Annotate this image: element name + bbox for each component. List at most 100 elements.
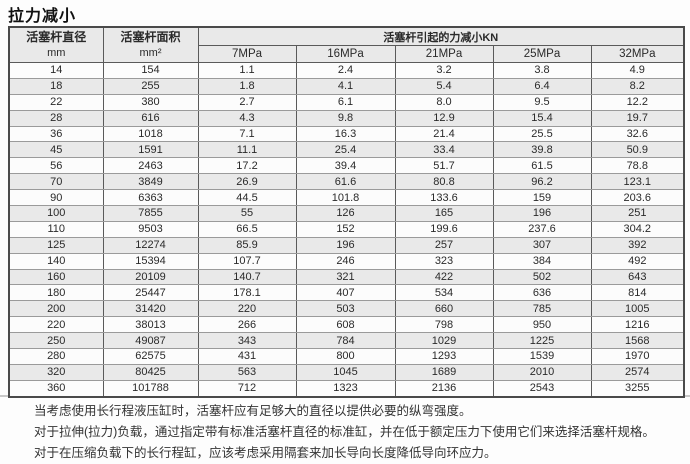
table-cell: 407 — [295, 284, 395, 302]
table-cell: 323 — [394, 253, 493, 270]
rod-diameter-label: 活塞杆直径 — [26, 29, 87, 44]
table-cell: 4.1 — [295, 78, 395, 95]
table-cell: 8.0 — [394, 94, 493, 111]
table-cell: 1323 — [295, 380, 395, 397]
table-cell: 6.1 — [295, 94, 395, 111]
table-cell: 56 — [8, 157, 103, 175]
table-cell: 6363 — [102, 189, 198, 207]
col-header-pressure-21mpa: 21MPa — [394, 45, 493, 63]
table-cell: 178.1 — [197, 284, 296, 302]
table-cell: 320 — [8, 364, 103, 381]
table-row: 125 12274 85.9 196 257 307 392 — [8, 237, 685, 254]
table-cell: 16.3 — [295, 126, 395, 143]
table-cell: 492 — [590, 253, 685, 270]
table-cell: 33.4 — [394, 141, 493, 159]
col-header-force-reduction: 活塞杆引起的力减小KN — [197, 27, 685, 46]
table-cell: 15.4 — [492, 110, 591, 127]
table-cell: 196 — [492, 205, 591, 222]
table-cell: 636 — [492, 284, 591, 302]
table-cell: 49087 — [102, 332, 198, 350]
table-row: 280 62575 431 800 1293 1539 1970 — [8, 348, 685, 365]
table-cell: 90 — [8, 189, 103, 207]
table-cell: 1.1 — [197, 62, 296, 79]
table-cell: 100 — [8, 205, 103, 222]
table-cell: 2.4 — [295, 62, 395, 79]
table-cell: 7.1 — [197, 126, 296, 143]
table-cell: 39.8 — [492, 141, 591, 159]
table-header: 活塞杆直径 mm 活塞杆面积 mm² 活塞杆引起的力减小KN 7MPa 16MP… — [8, 27, 685, 63]
table-cell: 44.5 — [197, 189, 296, 207]
table-cell: 85.9 — [197, 237, 296, 254]
table-cell: 180 — [8, 284, 103, 302]
table-cell: 2.7 — [197, 94, 296, 111]
table-cell: 25447 — [102, 284, 198, 302]
table-cell: 2574 — [590, 364, 685, 381]
table-cell: 503 — [295, 300, 395, 318]
table-cell: 154 — [102, 62, 198, 79]
table-cell: 126 — [295, 205, 395, 222]
table-cell: 61.6 — [295, 173, 395, 191]
table-row: 56 2463 17.2 39.4 51.7 61.5 78.8 — [8, 157, 685, 175]
table-cell: 307 — [492, 237, 591, 254]
col-header-pressure-16mpa: 16MPa — [295, 45, 395, 63]
table-cell: 3.8 — [492, 62, 591, 79]
table-cell: 18 — [8, 78, 103, 95]
table-cell: 55 — [197, 205, 296, 222]
table-cell: 38013 — [102, 316, 198, 334]
table-cell: 78.8 — [590, 157, 685, 175]
table-cell: 4.3 — [197, 110, 296, 127]
table-row: 110 9503 66.5 152 199.6 237.6 304.2 — [8, 221, 685, 238]
table-cell: 1029 — [394, 332, 493, 350]
table-cell: 422 — [394, 269, 493, 286]
table-cell: 8.2 — [590, 78, 685, 95]
table-cell: 304.2 — [590, 221, 685, 238]
table-cell: 1970 — [590, 348, 685, 365]
table-cell: 17.2 — [197, 157, 296, 175]
footnote-line: 对于拉伸(拉力)负载，通过指定带有标准活塞杆直径的标准缸，并在低于额定压力下使用… — [34, 425, 655, 439]
table-cell: 343 — [197, 332, 296, 350]
table-cell: 26.9 — [197, 173, 296, 191]
col-header-pressure-25mpa: 25MPa — [492, 45, 591, 63]
table-row: 320 80425 563 1045 1689 2010 2574 — [8, 364, 685, 381]
rod-diameter-unit: mm — [47, 46, 66, 59]
table-cell: 110 — [8, 221, 103, 238]
table-cell: 712 — [197, 380, 296, 397]
table-cell: 80.8 — [394, 173, 493, 191]
table-cell: 11.1 — [197, 141, 296, 159]
table-cell: 1018 — [102, 126, 198, 143]
table-row: 180 25447 178.1 407 534 636 814 — [8, 284, 685, 302]
table-cell: 9.5 — [492, 94, 591, 111]
table-cell: 9503 — [102, 221, 198, 238]
table-cell: 280 — [8, 348, 103, 365]
table-row: 200 31420 220 503 660 785 1005 — [8, 300, 685, 318]
table-cell: 2463 — [102, 157, 198, 175]
table-cell: 140.7 — [197, 269, 296, 286]
table-cell: 20109 — [102, 269, 198, 286]
table-row: 220 38013 266 608 798 950 1216 — [8, 316, 685, 334]
table-cell: 123.1 — [590, 173, 685, 191]
rod-area-label: 活塞杆面积 — [120, 29, 181, 44]
table-cell: 220 — [197, 300, 296, 318]
tension-reduction-table: 活塞杆直径 mm 活塞杆面积 mm² 活塞杆引起的力减小KN 7MPa 16MP… — [8, 26, 686, 398]
table-cell: 950 — [492, 316, 591, 334]
table-row: 45 1591 11.1 25.4 33.4 39.8 50.9 — [8, 141, 685, 159]
table-cell: 380 — [102, 94, 198, 111]
table-cell: 5.4 — [394, 78, 493, 95]
table-cell: 2010 — [492, 364, 591, 381]
table-cell: 12.9 — [394, 110, 493, 127]
table-cell: 534 — [394, 284, 493, 302]
table-cell: 15394 — [102, 253, 198, 270]
table-cell: 502 — [492, 269, 591, 286]
table-cell: 28 — [8, 110, 103, 127]
table-row: 22 380 2.7 6.1 8.0 9.5 12.2 — [8, 94, 685, 111]
table-cell: 360 — [8, 380, 103, 397]
table-cell: 384 — [492, 253, 591, 270]
table-cell: 251 — [590, 205, 685, 222]
table-cell: 152 — [295, 221, 395, 238]
table-row: 100 7855 55 126 165 196 251 — [8, 205, 685, 222]
table-cell: 51.7 — [394, 157, 493, 175]
footnote-line: 当考虑使用长行程液压缸时，活塞杆应有足够大的直径以提供必要的纵弯强度。 — [34, 404, 472, 418]
table-cell: 814 — [590, 284, 685, 302]
table-cell: 9.8 — [295, 110, 395, 127]
table-cell: 22 — [8, 94, 103, 111]
